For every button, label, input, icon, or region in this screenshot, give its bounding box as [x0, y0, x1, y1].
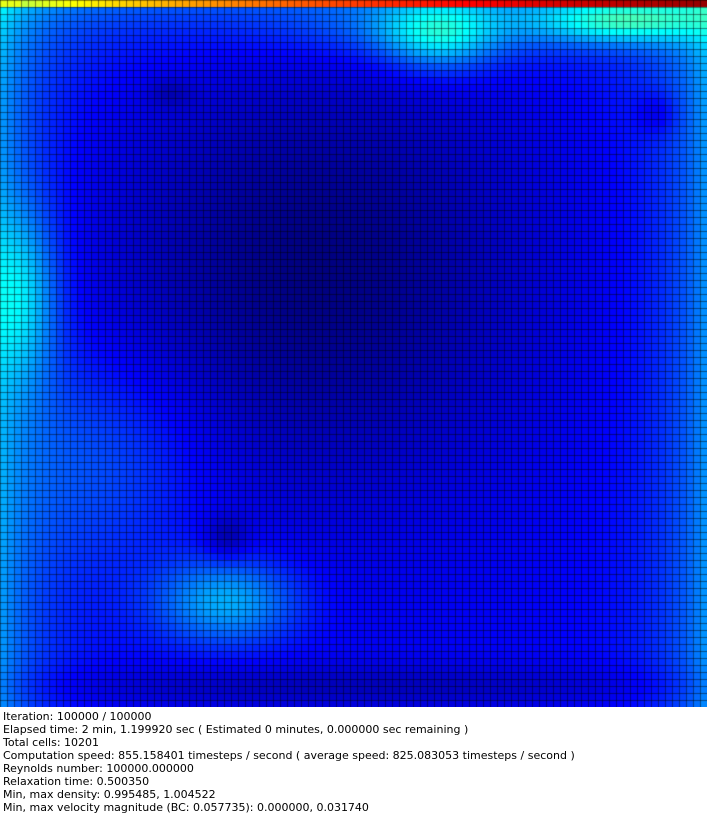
iteration-text: Iteration: 100000 / 100000 — [3, 710, 152, 723]
density-range-text: Min, max density: 0.995485, 1.004522 — [3, 788, 216, 801]
stats-panel: Iteration: 100000 / 100000 Elapsed time:… — [0, 707, 707, 814]
reynolds-number-text: Reynolds number: 100000.000000 — [3, 762, 194, 775]
simulation-view — [0, 0, 707, 707]
computation-speed-text: Computation speed: 855.158401 timesteps … — [3, 749, 575, 762]
total-cells-text: Total cells: 10201 — [3, 736, 100, 749]
velocity-field-heatmap — [0, 0, 707, 707]
velocity-range-text: Min, max velocity magnitude (BC: 0.05773… — [3, 801, 369, 814]
elapsed-time-text: Elapsed time: 2 min, 1.199920 sec ( Esti… — [3, 723, 469, 736]
relaxation-time-text: Relaxation time: 0.500350 — [3, 775, 150, 788]
